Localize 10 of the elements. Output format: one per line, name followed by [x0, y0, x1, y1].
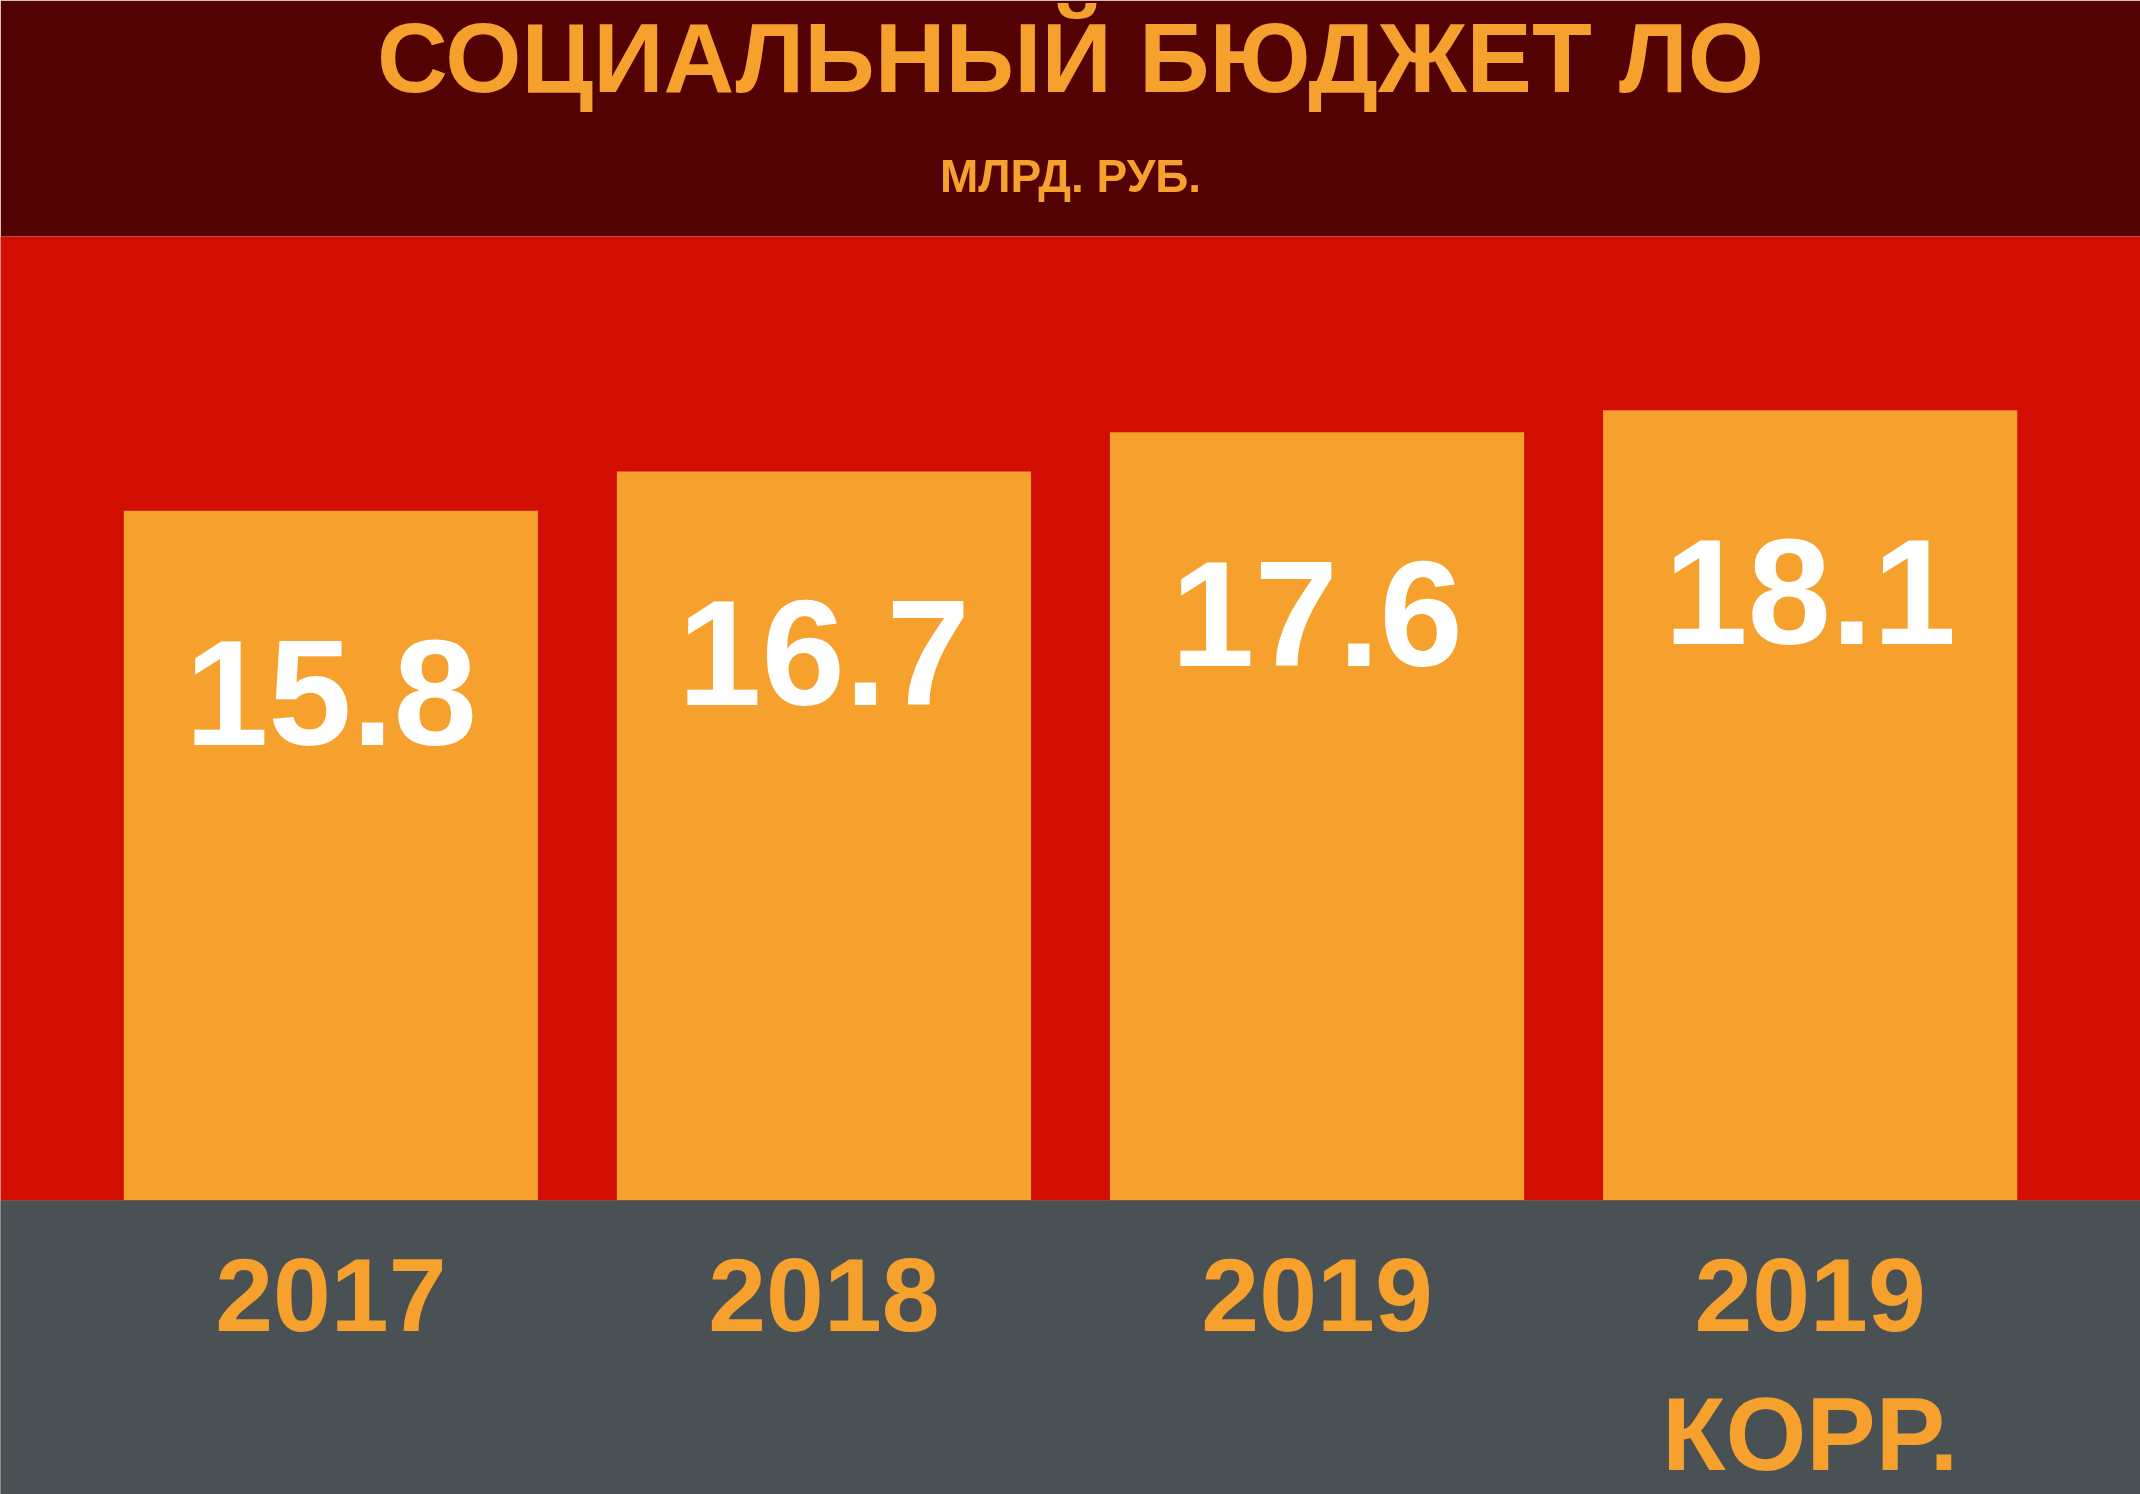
x-tick-label: 2019 КОРР.: [1661, 1236, 1959, 1492]
data-label: 16.7: [677, 569, 970, 738]
data-label: 17.6: [1171, 530, 1464, 699]
x-tick-label: 2017: [215, 1236, 447, 1353]
x-tick-label: 2019: [1201, 1236, 1433, 1353]
chart-title: СОЦИАЛЬНЫЙ БЮДЖЕТ ЛО: [376, 2, 1765, 113]
data-label: 18.1: [1664, 508, 1957, 677]
x-tick-label: 2018: [708, 1236, 940, 1353]
chart-subtitle: МЛРД. РУБ.: [939, 149, 1202, 202]
data-label: 15.8: [184, 608, 477, 777]
